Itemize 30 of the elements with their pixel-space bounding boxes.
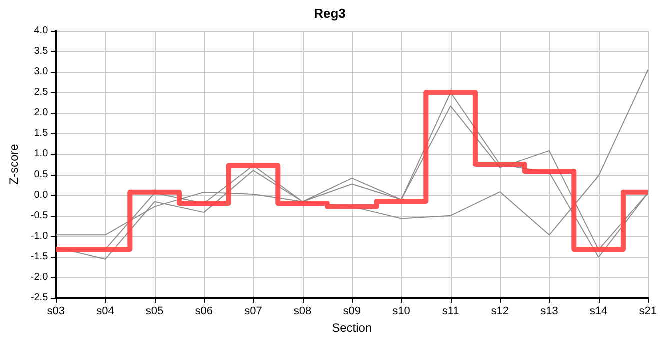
x-tick-label: s06 xyxy=(195,306,214,318)
x-tick-label: s04 xyxy=(96,306,114,318)
y-tick-label: -2.5 xyxy=(30,292,49,304)
y-tick-label: 3.0 xyxy=(34,66,49,78)
y-tick-label: 0.5 xyxy=(34,169,49,180)
y-tick-label: 4.0 xyxy=(34,26,49,36)
x-tick-label: s09 xyxy=(343,306,362,318)
y-tick-label: 0.0 xyxy=(34,190,49,201)
y-tick-label: 1.5 xyxy=(34,128,49,140)
y-tick-label: -0.5 xyxy=(30,210,49,222)
x-tick-label: s08 xyxy=(294,306,312,318)
x-tick-label: s12 xyxy=(491,306,510,318)
y-axis-title: Z-score xyxy=(7,144,21,185)
x-tick-label: s10 xyxy=(392,306,410,318)
x-tick-label: s03 xyxy=(47,306,66,318)
x-tick-label: s13 xyxy=(540,306,558,318)
y-tick-label: 2.0 xyxy=(34,108,49,119)
y-tick-label: -1.0 xyxy=(30,230,49,242)
y-tick-label: -2.0 xyxy=(30,272,49,283)
x-tick-label: s07 xyxy=(244,306,262,318)
y-tick-label: 1.0 xyxy=(34,148,49,160)
x-tick-label: s05 xyxy=(146,306,164,318)
y-tick-label: 3.5 xyxy=(34,46,49,58)
x-tick-label: s14 xyxy=(590,306,608,318)
x-tick-label: s11 xyxy=(442,306,460,318)
chart-title: Reg3 xyxy=(314,6,346,21)
y-tick-label: -1.5 xyxy=(30,251,49,262)
y-tick-label: 2.5 xyxy=(34,87,49,98)
x-axis-title: Section xyxy=(332,320,372,335)
x-tick-label: s21 xyxy=(639,306,658,318)
